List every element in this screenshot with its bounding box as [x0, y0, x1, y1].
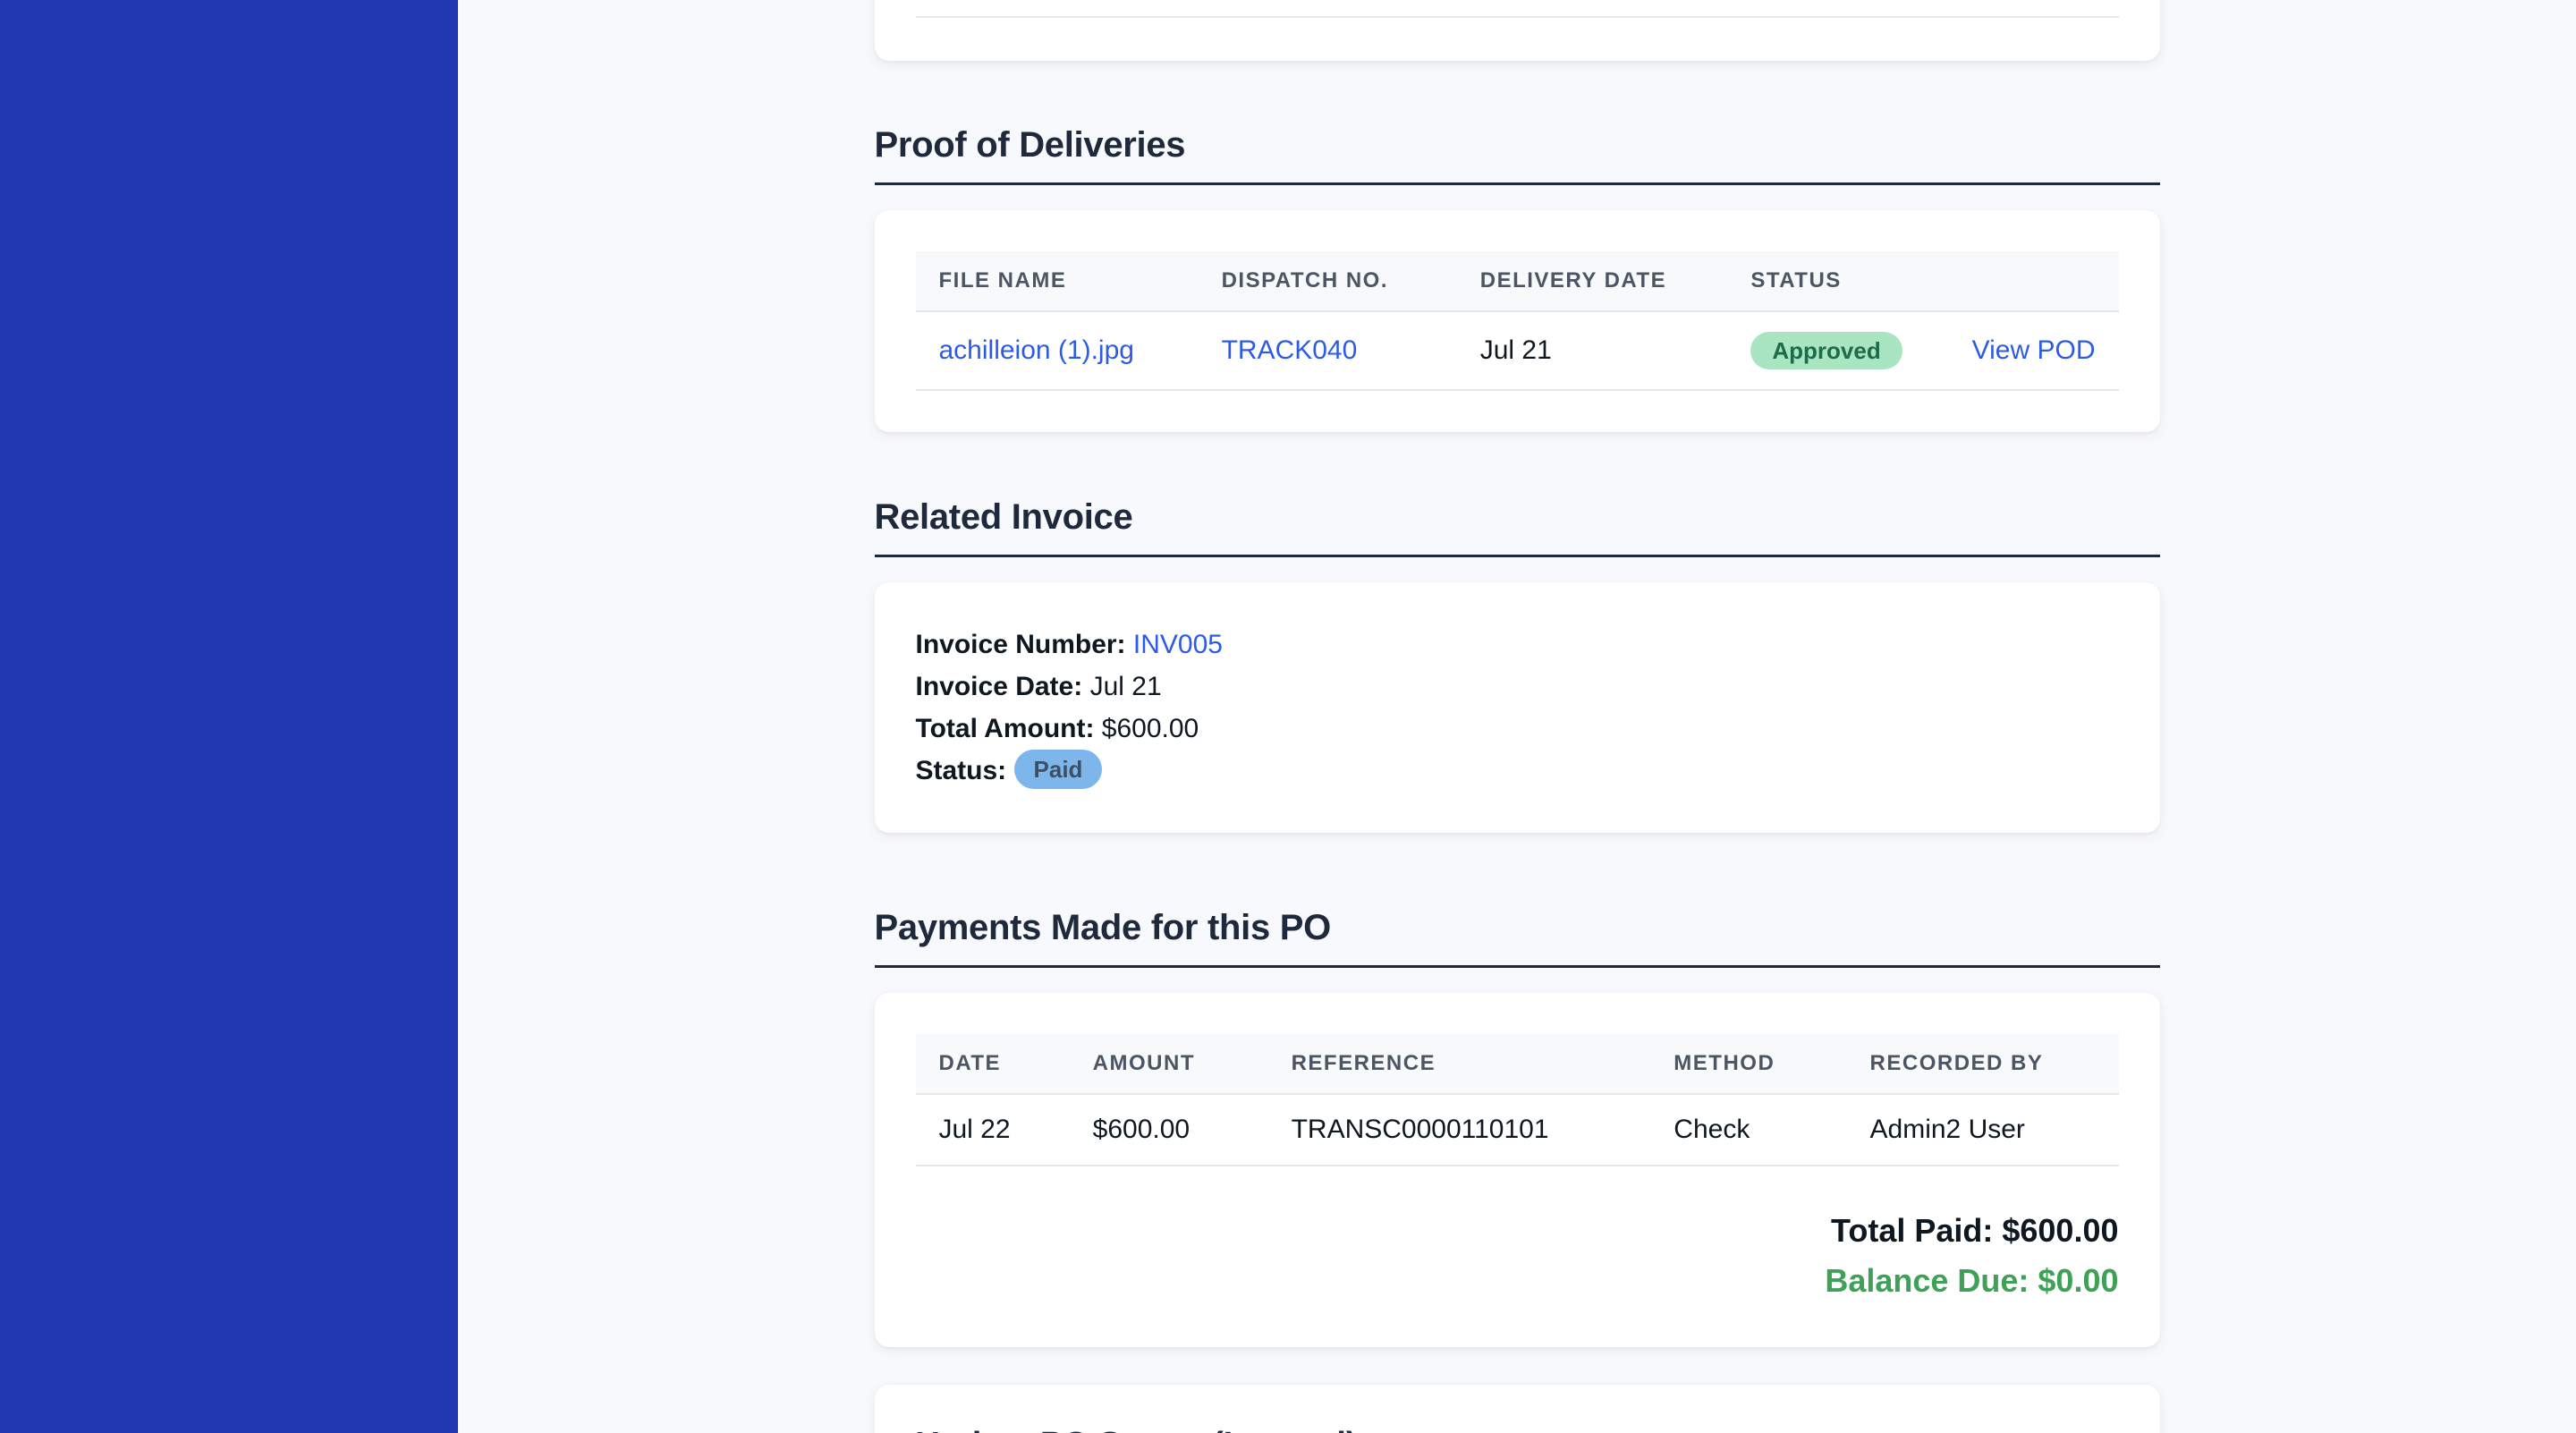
- payment-reference-cell: TRANSC0000110101: [1267, 1094, 1651, 1166]
- payment-totals: Total Paid: $600.00 Balance Due: $0.00: [916, 1206, 2119, 1306]
- proof-of-deliveries-title: Proof of Deliveries: [874, 125, 2160, 185]
- pod-header-row: FILE NAME DISPATCH NO. DELIVERY DATE STA…: [915, 251, 2119, 312]
- proof-of-deliveries-table: FILE NAME DISPATCH NO. DELIVERY DATE STA…: [915, 251, 2119, 391]
- pod-dispatch-cell: TRACK040: [1198, 311, 1457, 391]
- related-invoice-title: Related Invoice: [874, 497, 2160, 557]
- payment-recorded-by-cell: Admin2 User: [1846, 1094, 2119, 1166]
- pod-file-name-cell: achilleion (1).jpg: [915, 311, 1199, 391]
- invoice-date-line: Invoice Date: Jul 21: [916, 666, 2119, 708]
- invoice-amount-line: Total Amount: $600.00: [916, 708, 2119, 750]
- pay-col-amount: AMOUNT: [1069, 1034, 1268, 1095]
- pay-col-method: METHOD: [1650, 1034, 1847, 1095]
- pod-status-cell: Approved: [1727, 311, 1945, 391]
- main-content: Proof of Deliveries FILE NAME DISPATCH N…: [458, 0, 2576, 1433]
- payments-card: DATE AMOUNT REFERENCE METHOD RECORDED BY…: [874, 993, 2160, 1347]
- pod-col-delivery-date: DELIVERY DATE: [1456, 251, 1728, 312]
- update-po-status-card: Update PO Status (Internal): [874, 1385, 2160, 1433]
- pod-action-cell: View POD: [1944, 311, 2119, 391]
- invoice-amount-value: $600.00: [1101, 714, 1199, 743]
- invoice-status-label: Status:: [915, 756, 1007, 785]
- content-column: Proof of Deliveries FILE NAME DISPATCH N…: [874, 0, 2160, 1433]
- invoice-number-line: Invoice Number: INV005: [916, 623, 2119, 666]
- previous-section-card-partial: [874, 0, 2160, 61]
- payment-amount-cell: $600.00: [1069, 1094, 1268, 1166]
- pod-file-link[interactable]: achilleion (1).jpg: [938, 335, 1134, 365]
- payments-header-row: DATE AMOUNT REFERENCE METHOD RECORDED BY: [915, 1034, 2119, 1095]
- invoice-amount-label: Total Amount:: [915, 714, 1095, 743]
- pay-col-reference: REFERENCE: [1267, 1034, 1651, 1095]
- pod-table-row: achilleion (1).jpg TRACK040 Jul 21 Appro…: [915, 311, 2119, 391]
- pod-delivery-date-cell: Jul 21: [1456, 311, 1728, 391]
- invoice-date-value: Jul 21: [1089, 672, 1162, 701]
- view-pod-link[interactable]: View POD: [1971, 335, 2096, 365]
- invoice-number-link[interactable]: INV005: [1132, 630, 1223, 659]
- pay-col-date: DATE: [915, 1034, 1070, 1095]
- invoice-date-label: Invoice Date:: [915, 672, 1083, 701]
- payments-title: Payments Made for this PO: [874, 908, 2160, 968]
- payment-method-cell: Check: [1650, 1094, 1847, 1166]
- paid-status-badge: Paid: [1013, 750, 1103, 789]
- pay-col-recorded-by: RECORDED BY: [1846, 1034, 2119, 1095]
- pod-col-actions: [1944, 251, 2119, 312]
- approved-status-badge: Approved: [1750, 332, 1902, 369]
- total-paid-text: Total Paid: $600.00: [1831, 1212, 2119, 1249]
- related-invoice-card: Invoice Number: INV005 Invoice Date: Jul…: [874, 582, 2160, 833]
- payments-table: DATE AMOUNT REFERENCE METHOD RECORDED BY…: [915, 1034, 2119, 1166]
- row-divider: [915, 16, 2119, 18]
- dispatch-link[interactable]: TRACK040: [1221, 335, 1358, 365]
- invoice-status-line: Status: Paid: [916, 750, 2119, 792]
- pod-col-status: STATUS: [1727, 251, 1945, 312]
- sidebar-nav: [0, 0, 458, 1433]
- invoice-number-label: Invoice Number:: [915, 630, 1126, 659]
- payment-table-row: Jul 22 $600.00 TRANSC0000110101 Check Ad…: [915, 1094, 2119, 1166]
- balance-due-text: Balance Due: $0.00: [1825, 1262, 2119, 1299]
- pod-col-file-name: FILE NAME: [915, 251, 1199, 312]
- payment-date-cell: Jul 22: [915, 1094, 1070, 1166]
- proof-of-deliveries-card: FILE NAME DISPATCH NO. DELIVERY DATE STA…: [874, 210, 2160, 432]
- pod-col-dispatch-no: DISPATCH NO.: [1198, 251, 1457, 312]
- update-po-status-title: Update PO Status (Internal): [916, 1426, 2119, 1433]
